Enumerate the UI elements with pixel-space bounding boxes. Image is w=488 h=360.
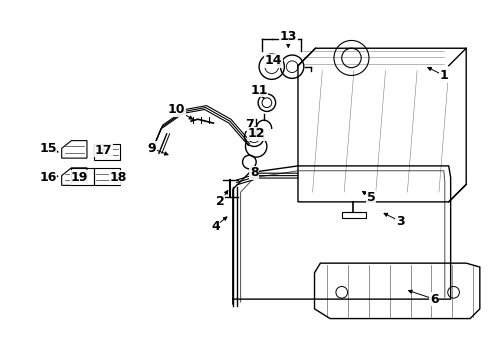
Text: 10: 10	[167, 103, 185, 116]
Text: 2: 2	[215, 195, 224, 208]
Text: 12: 12	[247, 127, 264, 140]
Text: 4: 4	[210, 220, 219, 233]
Text: 6: 6	[429, 293, 438, 306]
Text: 19: 19	[70, 171, 88, 184]
Text: 7: 7	[244, 118, 253, 131]
Text: 11: 11	[250, 84, 267, 96]
Text: 16: 16	[40, 171, 57, 184]
Text: 18: 18	[109, 171, 126, 184]
Text: 15: 15	[39, 142, 57, 155]
Text: 3: 3	[395, 215, 404, 228]
Text: 1: 1	[439, 69, 447, 82]
Text: 17: 17	[95, 144, 112, 157]
Text: 5: 5	[366, 190, 374, 203]
Text: 8: 8	[249, 166, 258, 179]
Text: 14: 14	[264, 54, 282, 67]
Text: 9: 9	[147, 142, 156, 155]
Text: 13: 13	[279, 30, 296, 43]
